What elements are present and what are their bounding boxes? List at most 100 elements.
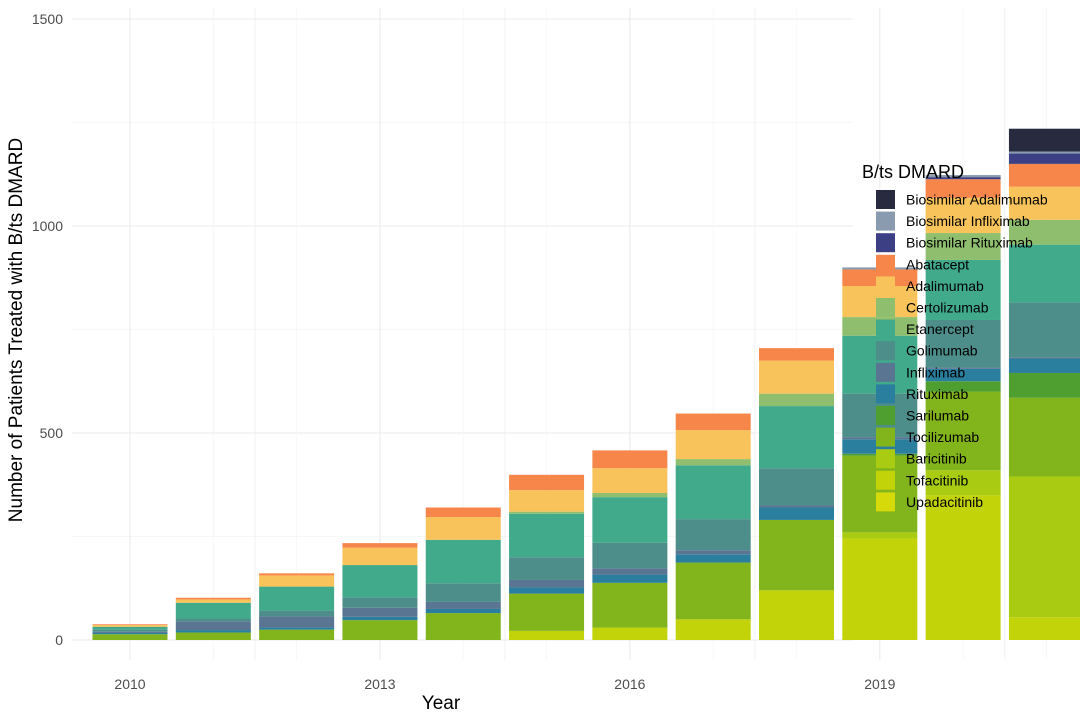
bar-segment-certolizumab-2016	[592, 493, 668, 498]
bar-segment-tocilizumab-2010	[92, 634, 168, 640]
x-tick-label: 2019	[864, 676, 895, 692]
legend-swatch	[876, 449, 895, 469]
bar-segment-golimumab-2015	[509, 557, 585, 580]
legend-swatch	[876, 233, 895, 253]
bar-segment-infliximab-2017	[675, 550, 751, 555]
legend-swatch	[876, 470, 895, 490]
bar-segment-etanercept-2018	[759, 406, 834, 469]
y-axis-ticks: 0 500 1000 1500	[32, 11, 63, 648]
bar-segment-rituximab-2021	[1008, 358, 1080, 373]
bar-segment-infliximab-2015	[509, 579, 585, 588]
bar-segment-biosimilar-infliximab-2021	[1008, 151, 1080, 154]
y-tick-label: 1500	[32, 11, 63, 27]
bar-segment-sarilumab-2020	[925, 381, 1001, 392]
bar-segment-abatacept-2021	[1008, 163, 1080, 187]
x-tick-label: 2013	[364, 676, 395, 692]
bar-segment-adalimumab-2016	[592, 468, 668, 494]
bar-segment-abatacept-2013	[342, 543, 418, 548]
bar-segment-adalimumab-2015	[509, 490, 585, 512]
bar-segment-adalimumab-2021	[1008, 186, 1080, 220]
bar-segment-adalimumab-2020	[925, 197, 1001, 234]
legend-label: Biosimilar Adalimumab	[906, 192, 1048, 208]
bar-segment-tocilizumab-2014	[425, 613, 501, 640]
legend-label: Biosimilar Rituximab	[906, 235, 1033, 251]
legend-swatch	[876, 427, 895, 447]
bar-segment-biosimilar-rituximab-2021	[1008, 153, 1080, 164]
bar-segment-baricitinib-2019	[842, 532, 918, 539]
legend-label: Biosimilar Infliximab	[906, 213, 1030, 229]
bar-segment-tocilizumab-2013	[342, 620, 418, 640]
bar-segment-golimumab-2011	[175, 618, 251, 622]
bar-segment-certolizumab-2021	[1008, 219, 1080, 245]
bar-segment-etanercept-2012	[259, 586, 335, 611]
bar-segment-etanercept-2021	[1008, 244, 1080, 303]
legend-swatch	[876, 406, 895, 425]
bar-segment-abatacept-2011	[175, 597, 251, 600]
legend: B/ts DMARD Biosimilar Adalimumab Biosimil…	[862, 162, 1048, 512]
x-tick-label: 2016	[614, 676, 645, 692]
bar-segment-tocilizumab-2021	[1008, 397, 1080, 477]
bar-segment-infliximab-2021	[1008, 357, 1080, 359]
bar-segment-tocilizumab-2015	[509, 593, 585, 631]
legend-swatch	[876, 190, 895, 209]
bar-segment-adalimumab-2013	[342, 547, 418, 566]
legend-swatch	[876, 362, 895, 382]
bar-segment-baricitinib-2021	[1008, 476, 1080, 618]
y-tick-label: 1000	[32, 218, 63, 234]
bar-segment-abatacept-2018	[759, 348, 834, 361]
legend-label: Golimumab	[906, 343, 978, 359]
legend-label: Certolizumab	[906, 300, 989, 316]
bar-segment-biosimilar-rituximab-2020	[925, 177, 1001, 180]
bar-segment-adalimumab-2018	[759, 360, 834, 394]
x-tick-label: 2010	[114, 676, 145, 692]
bar-segment-etanercept-2015	[509, 513, 585, 558]
bar-segment-baricitinib-2020	[925, 470, 1001, 496]
legend-label: Upadacitinib	[906, 494, 983, 510]
bar-segment-golimumab-2016	[592, 542, 668, 569]
bar-segment-biosimilar-adalimumab-2021	[1008, 128, 1080, 152]
y-tick-label: 500	[40, 425, 64, 441]
legend-label: Sarilumab	[906, 408, 969, 424]
legend-swatch	[876, 341, 895, 361]
legend-label: Etanercept	[906, 321, 974, 337]
legend-swatch	[876, 384, 895, 404]
bar-segment-rituximab-2018	[759, 507, 834, 520]
bar-segment-rituximab-2011	[175, 630, 251, 633]
bar-segment-tocilizumab-2012	[259, 629, 335, 640]
bar-segment-golimumab-2017	[675, 519, 751, 551]
bar-segment-biosimilar-infliximab-2020	[925, 175, 1001, 178]
bar-segment-golimumab-2013	[342, 597, 418, 608]
bar-segment-etanercept-2014	[425, 539, 501, 584]
bar-segment-tofacitinib-2020	[925, 495, 1001, 640]
bar-segment-tocilizumab-2011	[175, 632, 251, 640]
bar-segment-adalimumab-2012	[259, 575, 335, 587]
bar-segment-certolizumab-2018	[759, 393, 834, 407]
bar-segment-etanercept-2016	[592, 497, 668, 543]
legend-label: Rituximab	[906, 386, 968, 402]
bar-segment-infliximab-2018	[759, 505, 834, 508]
bar-segment-rituximab-2012	[259, 627, 335, 630]
bar-segment-infliximab-2016	[592, 568, 668, 575]
bar-segment-infliximab-2014	[425, 601, 501, 609]
bar-segment-golimumab-2021	[1008, 302, 1080, 358]
bar-segment-golimumab-2014	[425, 583, 501, 602]
bar-segment-tocilizumab-2018	[759, 519, 834, 591]
bar-segment-golimumab-2010	[92, 629, 168, 632]
bar-segment-tocilizumab-2016	[592, 582, 668, 628]
bar-segment-rituximab-2016	[592, 574, 668, 583]
bar-segment-abatacept-2012	[259, 573, 335, 576]
bar-segment-abatacept-2010	[92, 624, 168, 626]
bar-segment-abatacept-2017	[675, 413, 751, 431]
bar-segment-certolizumab-2020	[925, 233, 1001, 260]
x-axis-title: Year	[422, 693, 461, 714]
bar-segment-tocilizumab-2020	[925, 391, 1001, 471]
legend-label: Abatacept	[906, 256, 969, 272]
y-tick-label: 0	[55, 632, 63, 648]
bar-segment-abatacept-2014	[425, 507, 501, 518]
legend-label: Baricitinib	[906, 451, 967, 467]
bar-segment-adalimumab-2017	[675, 430, 751, 460]
legend-label: Infliximab	[906, 364, 965, 380]
legend-swatch	[876, 319, 895, 339]
bar-segment-infliximab-2012	[259, 616, 335, 628]
bar-segment-rituximab-2010	[92, 632, 168, 635]
